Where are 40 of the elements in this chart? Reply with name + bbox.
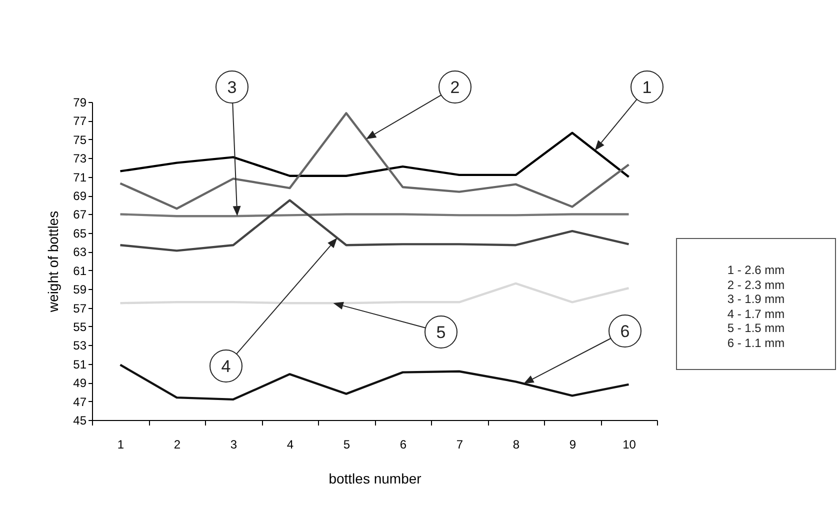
y-tick-label: 77 — [73, 114, 87, 128]
y-tick-label: 53 — [73, 338, 87, 353]
x-tick-label: 5 — [343, 438, 350, 452]
y-tick-label: 45 — [73, 414, 87, 428]
x-tick-label: 3 — [230, 438, 238, 452]
x-tick-label: 8 — [512, 438, 520, 452]
x-tick-label: 6 — [400, 438, 407, 452]
y-tick-label: 49 — [73, 376, 87, 390]
x-tick-label: 1 — [117, 438, 124, 452]
x-tick-label: 4 — [286, 438, 294, 452]
y-tick-label: 75 — [73, 132, 87, 147]
x-axis-title: bottles number — [328, 470, 422, 486]
y-tick-label: 73 — [73, 152, 87, 166]
y-tick-label: 59 — [73, 282, 87, 297]
y-tick-label: 55 — [73, 320, 87, 334]
text: 1 — [642, 78, 652, 97]
y-axis-title: weight of bottles — [45, 210, 62, 314]
x-tick-label: 2 — [174, 438, 181, 452]
y-tick-label: 71 — [73, 170, 87, 184]
y-tick-label: 57 — [73, 301, 87, 316]
y-tick-label: 69 — [73, 189, 87, 204]
x-tick-label: 9 — [569, 438, 576, 452]
text: 6 — [620, 322, 630, 341]
line-series — [119, 112, 630, 210]
y-tick-label: 65 — [73, 226, 87, 240]
y-tick-label: 51 — [73, 357, 87, 372]
x-tick-label: 7 — [456, 438, 464, 452]
text: 2 — [450, 78, 460, 97]
y-tick-label: 79 — [73, 96, 87, 110]
text: 4 — [221, 357, 231, 376]
line-series — [119, 199, 630, 252]
series-label: 5 — [436, 323, 446, 342]
y-tick-label: 61 — [73, 264, 87, 278]
y-tick-label: 63 — [73, 245, 87, 260]
text: 3 — [227, 78, 237, 97]
x-tick-label: 10 — [622, 438, 636, 452]
y-tick-label: 47 — [73, 394, 87, 409]
line-series — [119, 132, 630, 178]
note-box: 1 - 2.6 mm 2 - 2.3 mm 3 - 1.9 mm 4 - 1.7 mm 5 - 1.5 mm 6 - 1.1 mm — [676, 238, 836, 370]
y-tick-label: 67 — [73, 208, 87, 222]
